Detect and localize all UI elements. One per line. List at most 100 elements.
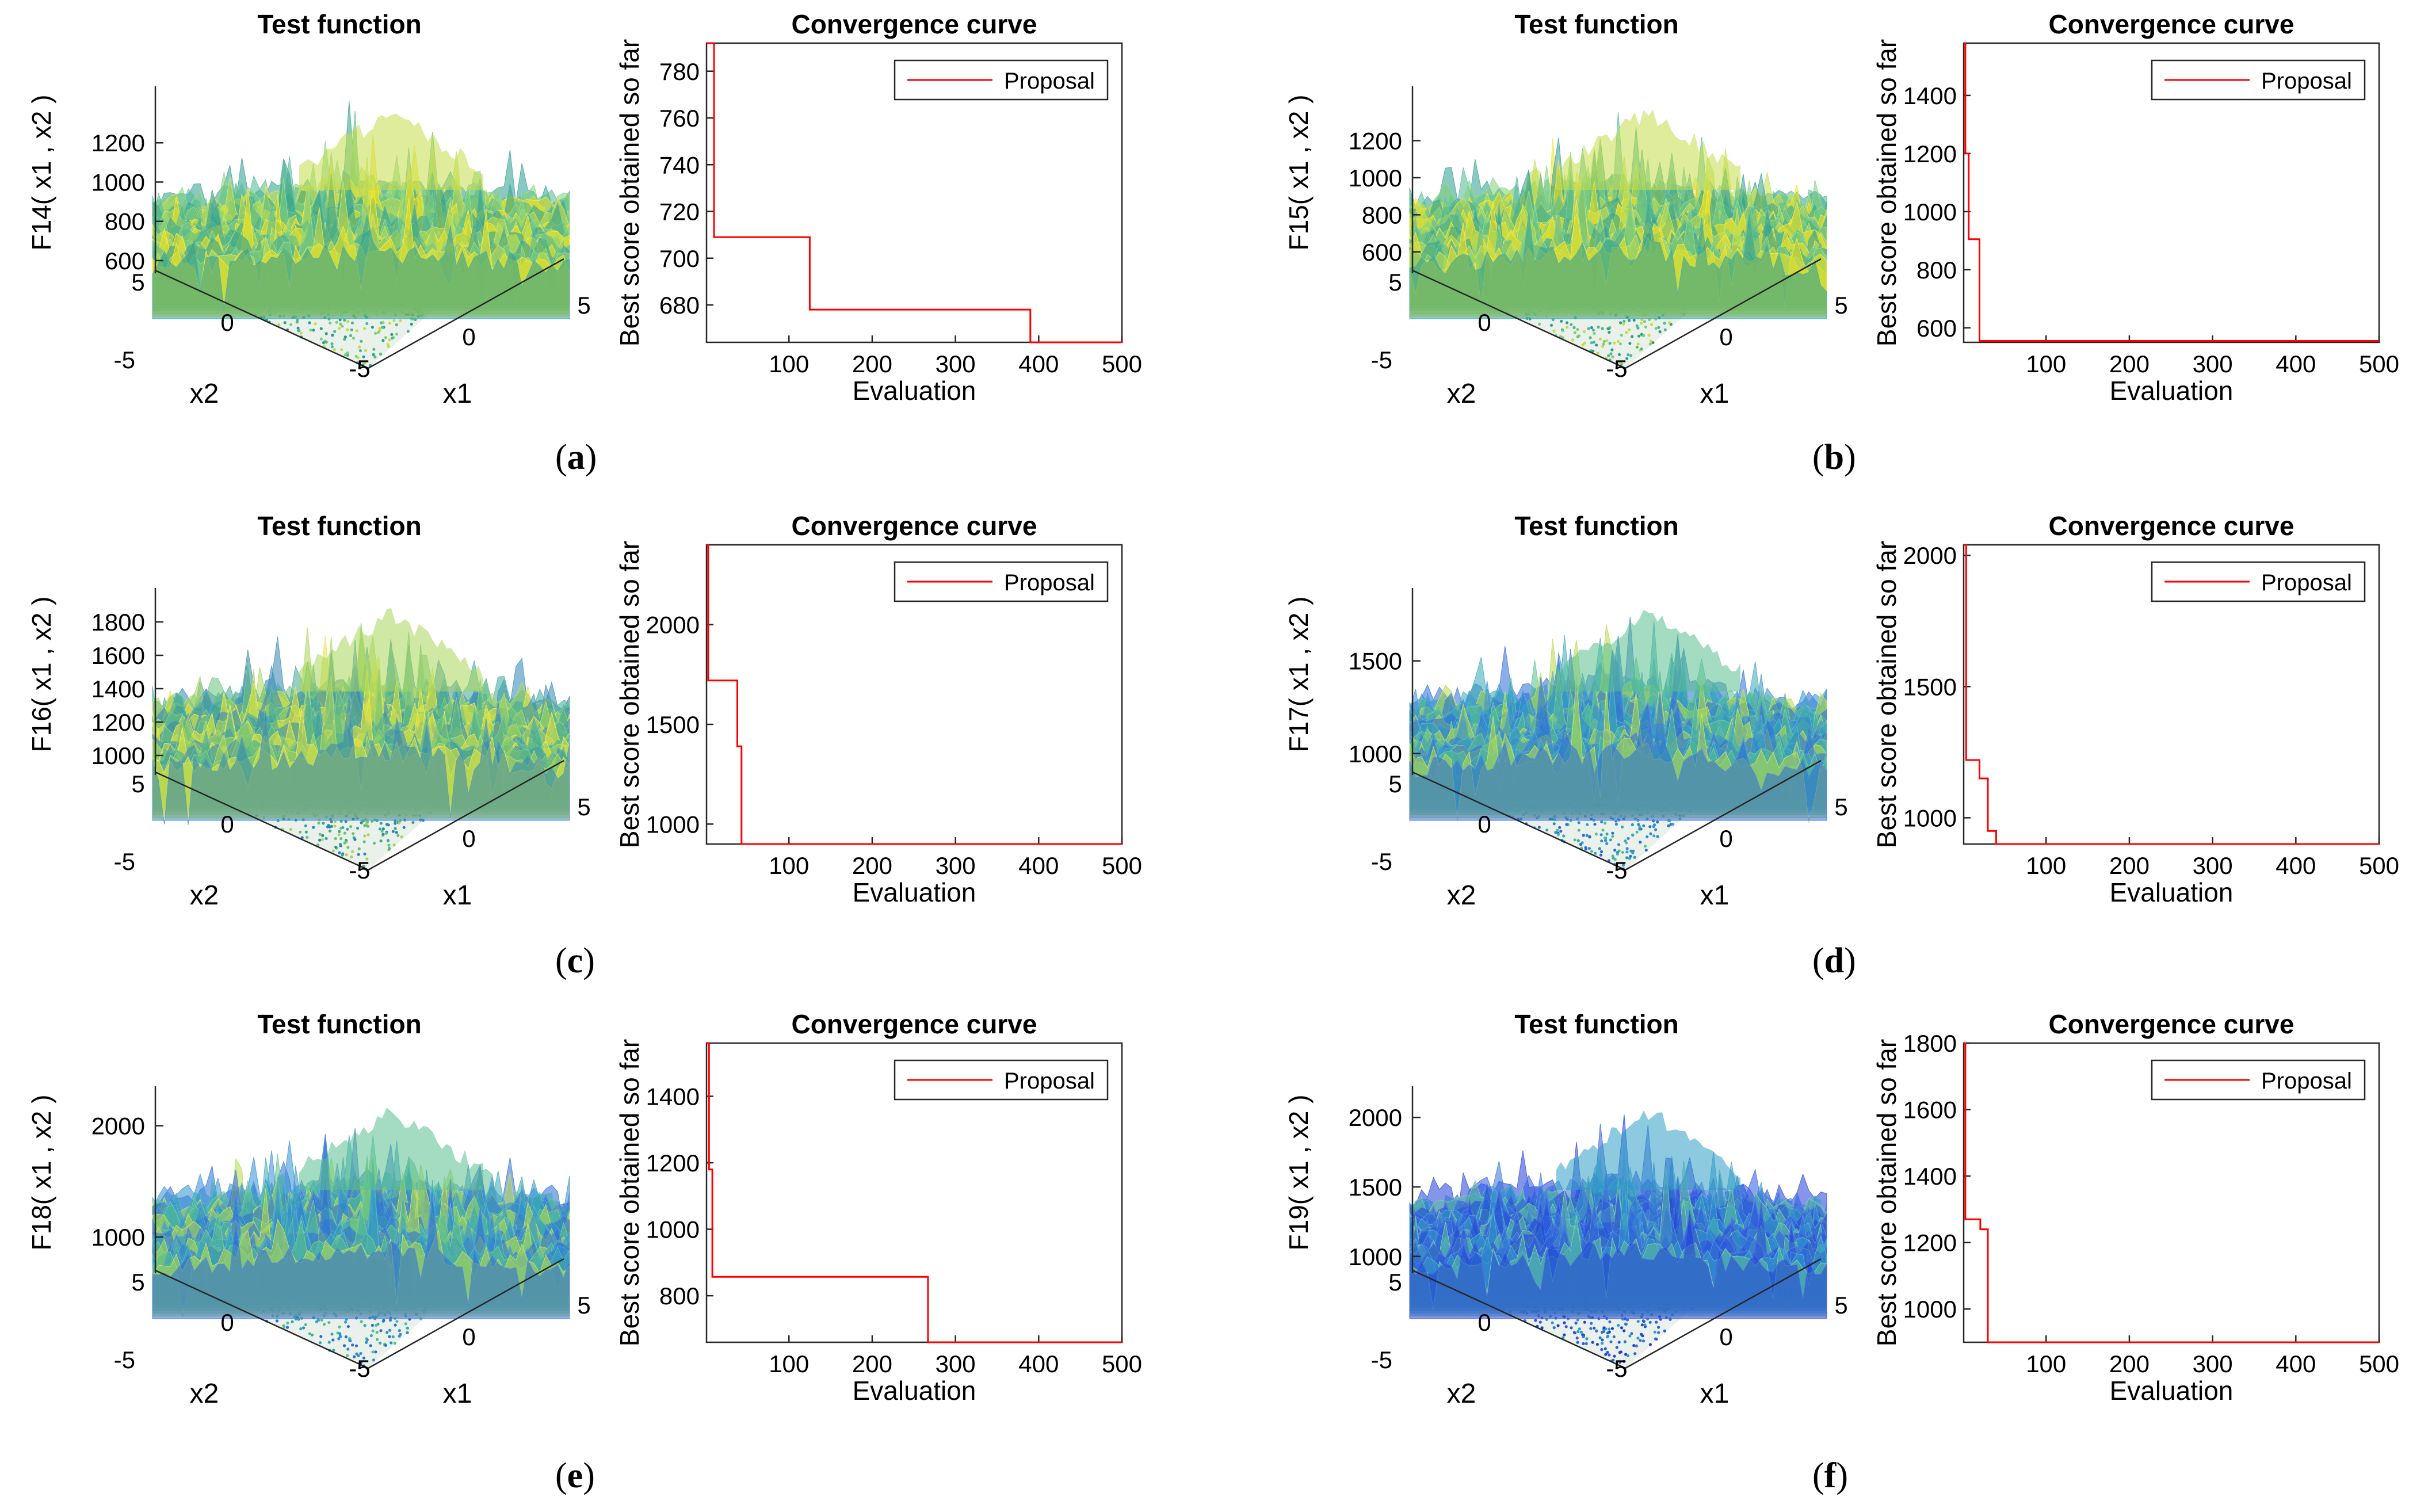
panel-label-f: (f) <box>1812 1456 1848 1495</box>
y-tick-label: -5 <box>114 346 135 373</box>
y-tick-label: 1000 <box>1903 804 1957 831</box>
x-tick-label: -5 <box>349 1355 370 1382</box>
y-tick-label: -5 <box>114 1346 135 1373</box>
y-tick-label: 1500 <box>646 711 700 738</box>
z-tick-label: 2000 <box>1349 1104 1402 1131</box>
y-tick-label: 700 <box>659 245 700 272</box>
x-tick-label: 0 <box>462 825 475 852</box>
x-axis-label: x1 <box>1700 379 1730 409</box>
x-tick-label: 5 <box>1834 793 1847 820</box>
x-tick-label: 300 <box>936 1350 976 1377</box>
x-axis-label: Evaluation <box>2110 877 2234 907</box>
panel-label-a: (a) <box>555 438 597 477</box>
y-tick-label: 2000 <box>1903 542 1957 569</box>
x-tick-label: 5 <box>1834 1292 1847 1319</box>
z-tick-label: 1000 <box>1349 740 1402 768</box>
x-tick-label: 400 <box>1018 1350 1059 1377</box>
y-tick-label: 1200 <box>646 1150 700 1177</box>
convergence-chart-e: Convergence curve 100 200 300 400 500 800 1000 1… <box>614 1009 1142 1406</box>
x-tick-label: -5 <box>1606 355 1627 382</box>
z-tick-label: 1500 <box>1349 1174 1402 1201</box>
x-tick-label: 200 <box>852 350 892 377</box>
y-tick-label: 5 <box>1388 269 1402 296</box>
z-axis-label: F18( x1 , x2 ) <box>26 1095 56 1251</box>
x-tick-label: 500 <box>1102 1350 1142 1377</box>
y-tick-label: 680 <box>659 292 700 319</box>
series-line-proposal <box>707 544 1122 845</box>
x-axis-label: Evaluation <box>853 877 976 907</box>
chart-title: Convergence curve <box>2049 9 2295 39</box>
y-tick-label: 1000 <box>1903 1296 1957 1323</box>
surface-plot-f: Test function 1000 1500 2000 F19( x1 , x2 ) -… <box>1284 1009 1848 1409</box>
y-axis-label: x2 <box>1447 880 1476 911</box>
convergence-chart-b: Convergence curve 100 200 300 400 500 600 800 10… <box>1872 9 2399 406</box>
x-tick-label: 300 <box>2193 350 2233 377</box>
x-tick-label: 200 <box>852 852 892 879</box>
series-line-proposal <box>707 1042 1122 1343</box>
x-tick-label: 200 <box>2109 852 2150 879</box>
chart-title: Convergence curve <box>2049 1009 2295 1039</box>
y-tick-label: 0 <box>1478 309 1491 336</box>
x-tick-label: -5 <box>349 857 370 884</box>
x-tick-label: 200 <box>2109 350 2150 377</box>
x-axis-label: x1 <box>443 379 472 409</box>
chart-title: Convergence curve <box>792 9 1037 39</box>
y-tick-label: 1600 <box>1903 1097 1957 1124</box>
x-tick-label: 300 <box>936 350 976 377</box>
x-tick-label: 5 <box>577 793 590 820</box>
z-axis-label: F19( x1 , x2 ) <box>1284 1095 1314 1251</box>
y-tick-label: 0 <box>220 811 234 838</box>
x-tick-label: 400 <box>2276 350 2316 377</box>
x-tick-label: 500 <box>1102 852 1142 879</box>
y-tick-label: 1400 <box>1903 82 1957 109</box>
legend-label: Proposal <box>2261 68 2352 94</box>
y-tick-label: 800 <box>1916 257 1957 284</box>
surface-title: Test function <box>1514 9 1678 39</box>
x-tick-label: 500 <box>2359 1350 2399 1377</box>
y-tick-label: 1000 <box>646 1216 700 1243</box>
y-axis-label: Best score obtained so far <box>1872 541 1902 848</box>
x-axis-label: x1 <box>1700 1379 1730 1409</box>
x-tick-label: 300 <box>936 852 976 879</box>
y-tick-label: 1200 <box>1903 140 1957 167</box>
surface-title: Test function <box>1514 1009 1678 1039</box>
x-tick-label: -5 <box>1606 1355 1627 1382</box>
y-tick-label: -5 <box>1371 848 1392 875</box>
series-line-proposal <box>1964 42 2379 342</box>
x-tick-label: 200 <box>852 1350 892 1377</box>
y-axis-label: Best score obtained so far <box>614 541 644 848</box>
y-tick-label: 780 <box>659 58 700 85</box>
surface-title: Test function <box>257 511 421 541</box>
x-tick-label: 0 <box>1719 1323 1732 1350</box>
surface-plot-c: Test function 1000 1200 1400 1600 1800 F16( x1… <box>26 511 591 911</box>
x-axis-label: x1 <box>1700 880 1730 911</box>
chart-title: Convergence curve <box>2049 511 2295 541</box>
panel-label-d: (d) <box>1812 941 1856 980</box>
y-axis-label: Best score obtained so far <box>614 39 644 346</box>
y-tick-label: 5 <box>1388 1269 1402 1296</box>
x-tick-label: 0 <box>462 1323 475 1350</box>
x-tick-label: 100 <box>769 852 809 879</box>
x-tick-label: 0 <box>1719 825 1732 852</box>
y-tick-label: 720 <box>659 198 700 226</box>
z-tick-label: 1000 <box>91 169 145 196</box>
surface-title: Test function <box>257 9 421 39</box>
y-tick-label: 5 <box>131 770 144 797</box>
z-tick-label: 1200 <box>1349 127 1402 154</box>
series-line-proposal <box>707 42 1122 343</box>
x-tick-label: 400 <box>2276 1350 2316 1377</box>
surface-title: Test function <box>257 1009 421 1039</box>
panel-label-e: (e) <box>555 1456 595 1495</box>
y-axis-label: Best score obtained so far <box>1872 39 1902 346</box>
z-axis-label: F17( x1 , x2 ) <box>1284 597 1314 753</box>
z-tick-label: 2000 <box>91 1113 145 1140</box>
x-tick-label: 300 <box>2193 1350 2233 1377</box>
x-tick-label: 100 <box>769 350 809 377</box>
z-tick-label: 1600 <box>91 642 145 669</box>
z-tick-label: 800 <box>105 208 145 235</box>
x-tick-label: 300 <box>2193 852 2233 879</box>
y-tick-label: 1200 <box>1903 1230 1957 1257</box>
y-tick-label: 0 <box>1478 811 1491 838</box>
convergence-chart-c: Convergence curve 100 200 300 400 500 1000 1500… <box>614 511 1142 907</box>
